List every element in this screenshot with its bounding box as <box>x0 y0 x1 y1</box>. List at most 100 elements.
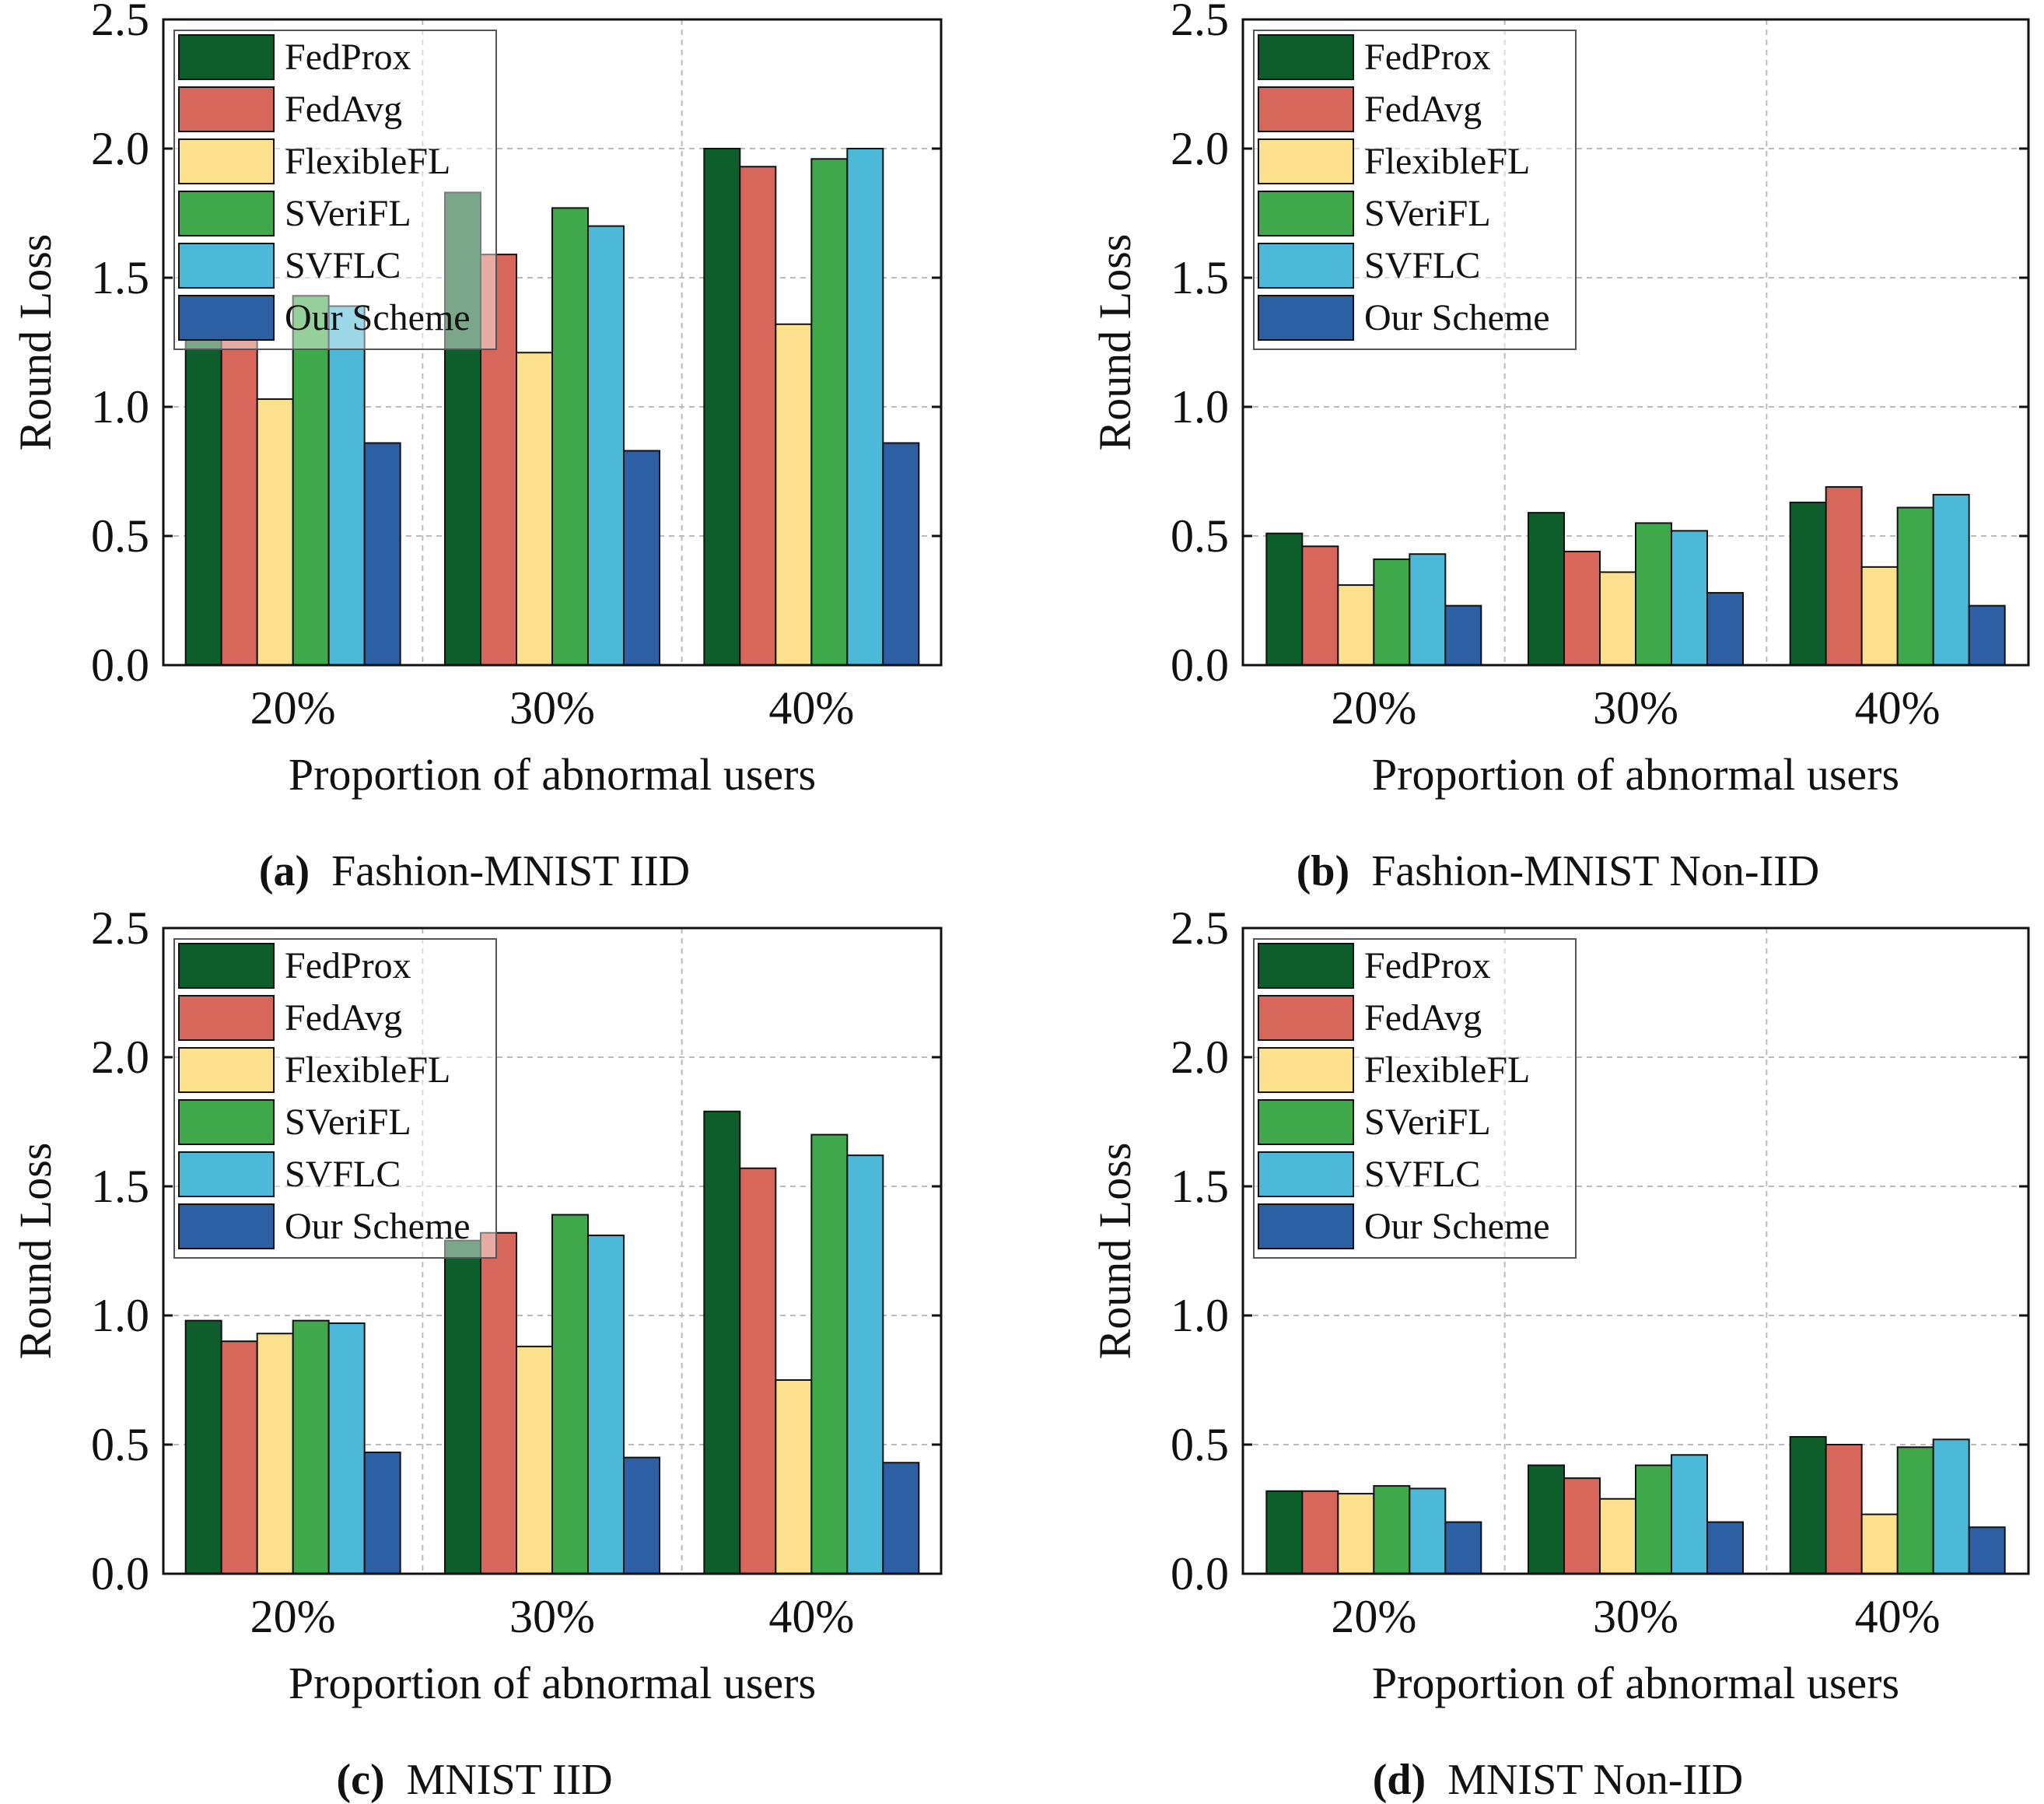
panel-d: 0.0 0.5 1.0 1.5 2.0 2.5 20% 30% 40% Proportion of… <box>1090 902 2030 1804</box>
legend-label: FedAvg <box>1364 997 1482 1039</box>
x-axis-title: Proportion of abnormal users <box>1372 749 1899 800</box>
legend-label: FedProx <box>1364 945 1491 986</box>
panel-a: 0.0 0.5 1.0 1.5 2.0 2.5 20% 30% 40% Proportion of… <box>10 0 943 895</box>
legend-label: FlexibleFL <box>285 141 450 182</box>
bar-fedavg-40pct <box>739 166 777 667</box>
bar-fedavg-30pct <box>1563 550 1601 666</box>
legend-label: SVeriFL <box>1364 193 1491 234</box>
legend-label: FlexibleFL <box>1364 1049 1530 1091</box>
caption-text: MNIST IID <box>407 1756 613 1804</box>
panel-b: 0.0 0.5 1.0 1.5 2.0 2.5 20% 30% 40% Proportion of… <box>1090 0 2030 895</box>
y-tick-label: 0.0 <box>91 639 149 691</box>
bar-flexiblefl-20pct <box>256 398 294 666</box>
y-tick-label: 1.0 <box>1171 381 1229 433</box>
bar-our-scheme-20pct <box>1444 1521 1482 1575</box>
bar-flexiblefl-20pct <box>256 1333 294 1575</box>
y-tick-label: 2.5 <box>1171 0 1229 45</box>
y-tick-label: 1.0 <box>91 381 149 433</box>
bar-svflc-40pct <box>1932 1438 1970 1575</box>
x-axis-title: Proportion of abnormal users <box>289 1658 816 1708</box>
bar-fedavg-20pct <box>220 1340 258 1575</box>
bar-our-scheme-20pct <box>1444 604 1482 667</box>
panel-caption: (b) Fashion-MNIST Non-IID <box>1297 847 1820 895</box>
x-tick-label: 30% <box>509 682 595 734</box>
x-tick-label: 30% <box>1593 682 1678 734</box>
y-tick-label: 1.5 <box>1171 1161 1229 1212</box>
x-tick-label: 40% <box>1855 682 1941 734</box>
legend-swatch <box>178 943 275 989</box>
y-tick-label: 2.5 <box>91 902 149 954</box>
plot-frame <box>1241 927 2030 1575</box>
bar-flexiblefl-40pct <box>775 1379 813 1575</box>
bar-sverifl-40pct <box>810 1133 849 1575</box>
x-tick-label: 40% <box>1855 1591 1941 1642</box>
legend-swatch <box>178 295 275 341</box>
bar-flexiblefl-20pct <box>1337 1493 1375 1575</box>
y-tick-label: 2.5 <box>1171 902 1229 954</box>
plot-frame <box>1241 18 2030 667</box>
legend-swatch <box>178 1099 275 1145</box>
x-tick-label: 20% <box>250 682 336 734</box>
y-tick-label: 0.5 <box>1171 510 1229 562</box>
legend-swatch <box>178 138 275 184</box>
panel-c: 0.0 0.5 1.0 1.5 2.0 2.5 20% 30% 40% Proportion of… <box>10 902 943 1804</box>
bar-svflc-20pct <box>327 1322 366 1575</box>
legend-label: FedProx <box>285 945 411 986</box>
bar-our-scheme-20pct <box>363 442 401 666</box>
bar-fedavg-40pct <box>739 1167 777 1575</box>
bar-svflc-30pct <box>1671 1454 1708 1575</box>
bar-fedprox-20pct <box>184 1319 222 1575</box>
x-tick-label: 40% <box>768 1591 854 1642</box>
y-tick-label: 1.5 <box>1171 252 1229 303</box>
legend-swatch <box>1258 995 1354 1041</box>
bar-sverifl-30pct <box>1635 1464 1672 1575</box>
legend-label: SVFLC <box>285 1154 401 1195</box>
bar-our-scheme-40pct <box>1968 604 2006 667</box>
legend-swatch <box>1258 138 1354 184</box>
legend-label: SVFLC <box>1364 1154 1480 1195</box>
legend-swatch <box>178 34 275 80</box>
bar-fedavg-20pct <box>220 303 258 666</box>
legend-swatch <box>178 86 275 132</box>
legend-swatch <box>1258 295 1354 341</box>
bar-flexiblefl-30pct <box>516 1345 553 1575</box>
y-tick-label: 1.5 <box>91 1161 149 1212</box>
bar-fedprox-40pct <box>703 1110 741 1575</box>
y-tick-label: 0.5 <box>1171 1419 1229 1470</box>
plot-frame <box>162 18 943 667</box>
y-tick-label: 1.5 <box>91 252 149 303</box>
y-tick-label: 0.0 <box>91 1548 149 1599</box>
bar-flexiblefl-30pct <box>1599 1497 1636 1575</box>
bar-sverifl-20pct <box>1373 558 1411 666</box>
caption-text: Fashion-MNIST IID <box>331 847 690 895</box>
panel-caption: (d) MNIST Non-IID <box>1373 1756 1744 1804</box>
bar-svflc-30pct <box>587 225 625 667</box>
y-tick-label: 0.0 <box>1171 639 1229 691</box>
caption-tag: (b) <box>1297 847 1360 895</box>
bar-fedprox-30pct <box>1528 512 1565 666</box>
bar-svflc-20pct <box>1409 1487 1447 1575</box>
x-tick-label: 20% <box>250 1591 336 1642</box>
bar-our-scheme-40pct <box>1968 1526 2006 1575</box>
bar-fedprox-40pct <box>1789 1436 1827 1575</box>
legend-label: FlexibleFL <box>285 1049 450 1091</box>
y-tick-label: 1.0 <box>91 1290 149 1341</box>
bar-sverifl-30pct <box>551 207 589 666</box>
legend-swatch <box>1258 1047 1354 1093</box>
bar-our-scheme-40pct <box>882 442 920 666</box>
bar-sverifl-40pct <box>1896 1446 1934 1575</box>
bar-svflc-20pct <box>1409 553 1447 666</box>
legend-label: FedAvg <box>1364 89 1482 130</box>
y-tick-label: 0.5 <box>91 510 149 562</box>
legend-swatch <box>1258 1203 1354 1249</box>
y-axis-title: Round Loss <box>1090 1143 1140 1360</box>
legend-label: Our Scheme <box>1364 1206 1550 1247</box>
y-tick-label: 2.0 <box>91 1032 149 1083</box>
x-tick-label: 30% <box>1593 1591 1678 1642</box>
bar-sverifl-20pct <box>292 295 330 666</box>
legend-swatch <box>1258 243 1354 289</box>
legend-label: FlexibleFL <box>1364 141 1530 182</box>
y-tick-label: 2.0 <box>1171 1032 1229 1083</box>
bar-fedprox-40pct <box>1789 501 1827 667</box>
x-tick-label: 30% <box>509 1591 595 1642</box>
